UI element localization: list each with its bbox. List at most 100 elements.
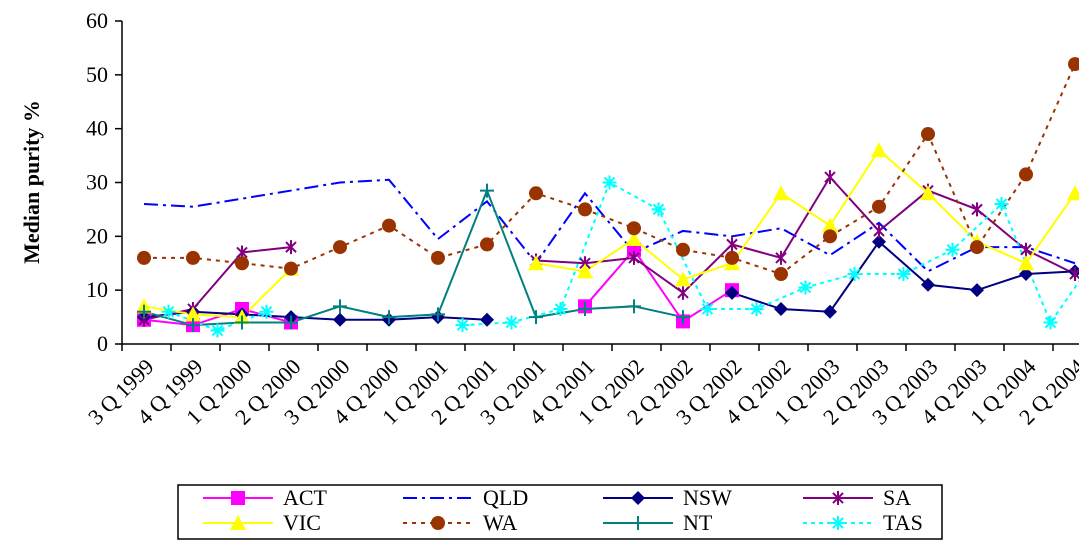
marker-wa bbox=[137, 250, 151, 265]
marker-sa bbox=[677, 285, 689, 300]
legend-marker-sa bbox=[832, 491, 844, 505]
marker-nsw bbox=[480, 312, 494, 327]
marker-tas bbox=[259, 304, 274, 319]
series-line-nsw bbox=[143, 310, 488, 321]
series-line-qld bbox=[143, 178, 1076, 273]
series-line-vic bbox=[535, 148, 1076, 281]
marker-wa bbox=[1068, 57, 1079, 72]
marker-sa bbox=[971, 202, 983, 217]
marker-nt bbox=[382, 310, 396, 325]
marker-tas bbox=[553, 302, 568, 317]
marker-vic bbox=[920, 185, 936, 201]
y-tick-label: 20 bbox=[86, 223, 108, 248]
y-tick-labels: 0 10 20 30 40 50 60 bbox=[86, 8, 108, 356]
marker-wa bbox=[725, 250, 739, 265]
series-line-sa bbox=[535, 175, 1076, 295]
marker-wa bbox=[235, 256, 249, 271]
marker-sa bbox=[824, 170, 836, 185]
marker-tas bbox=[700, 302, 715, 317]
marker-nt bbox=[676, 310, 690, 325]
series-line-wa bbox=[144, 63, 1076, 276]
marker-nt bbox=[186, 318, 200, 333]
marker-sa bbox=[285, 240, 297, 255]
marker-tas bbox=[455, 318, 470, 333]
series-markers bbox=[136, 57, 1079, 338]
marker-wa bbox=[774, 267, 788, 282]
marker-tas bbox=[161, 304, 176, 319]
marker-wa bbox=[480, 237, 494, 252]
marker-vic bbox=[871, 142, 887, 158]
series-line-nt bbox=[143, 187, 684, 327]
legend-label-vic: VIC bbox=[283, 510, 321, 535]
marker-nsw bbox=[725, 285, 739, 300]
y-tick-label: 30 bbox=[86, 170, 108, 195]
y-tick-label: 40 bbox=[86, 116, 108, 141]
marker-nsw bbox=[823, 304, 837, 319]
marker-wa bbox=[382, 218, 396, 233]
marker-nsw bbox=[774, 302, 788, 317]
marker-wa bbox=[529, 186, 543, 201]
marker-nsw bbox=[1019, 267, 1033, 282]
legend-marker-act bbox=[231, 491, 245, 505]
marker-tas bbox=[945, 242, 960, 257]
marker-nt bbox=[284, 315, 298, 330]
legend-label-qld: QLD bbox=[483, 485, 528, 510]
series-lines bbox=[143, 63, 1079, 332]
marker-wa bbox=[333, 240, 347, 255]
marker-vic bbox=[528, 255, 544, 271]
legend-label-nt: NT bbox=[683, 510, 713, 535]
marker-sa bbox=[628, 250, 640, 265]
marker-vic bbox=[577, 263, 593, 279]
marker-wa bbox=[431, 250, 445, 265]
legend-marker-nsw bbox=[631, 491, 645, 505]
marker-nt bbox=[529, 310, 543, 325]
marker-tas bbox=[651, 202, 666, 217]
axes bbox=[115, 20, 1079, 351]
marker-nt bbox=[627, 299, 641, 314]
legend-label-act: ACT bbox=[283, 485, 328, 510]
legend: ACT QLD NSW SA VIC WA NT TAS bbox=[177, 484, 943, 540]
marker-nsw bbox=[872, 234, 886, 249]
marker-nt bbox=[333, 299, 347, 314]
y-tick-label: 0 bbox=[97, 331, 108, 356]
marker-wa bbox=[284, 261, 298, 276]
marker-wa bbox=[676, 242, 690, 257]
legend-box bbox=[177, 484, 943, 540]
marker-sa bbox=[775, 250, 787, 265]
marker-vic bbox=[1067, 185, 1079, 201]
marker-nsw bbox=[970, 283, 984, 298]
marker-nsw bbox=[921, 277, 935, 292]
marker-tas bbox=[504, 315, 519, 330]
marker-wa bbox=[627, 221, 641, 236]
marker-vic bbox=[675, 271, 691, 287]
legend-marker-nt bbox=[631, 516, 645, 530]
marker-vic bbox=[626, 231, 642, 247]
legend-label-wa: WA bbox=[483, 510, 517, 535]
legend-marker-wa bbox=[431, 516, 445, 530]
marker-tas bbox=[994, 197, 1009, 212]
series-line-tas bbox=[462, 181, 1079, 327]
marker-wa bbox=[578, 202, 592, 217]
marker-wa bbox=[970, 240, 984, 255]
marker-sa bbox=[873, 223, 885, 238]
marker-nt bbox=[578, 302, 592, 317]
y-axis-title: Median purity % bbox=[19, 100, 44, 264]
y-tick-label: 10 bbox=[86, 277, 108, 302]
marker-vic bbox=[822, 217, 838, 233]
marker-nt bbox=[235, 315, 249, 330]
marker-tas bbox=[896, 267, 911, 282]
marker-tas bbox=[210, 323, 225, 338]
marker-tas bbox=[602, 175, 617, 190]
marker-tas bbox=[847, 267, 862, 282]
legend-label-sa: SA bbox=[883, 485, 911, 510]
marker-tas bbox=[1043, 315, 1058, 330]
marker-wa bbox=[1019, 167, 1033, 182]
marker-nt bbox=[480, 183, 494, 198]
marker-sa bbox=[1020, 242, 1032, 257]
marker-wa bbox=[823, 229, 837, 244]
legend-label-tas: TAS bbox=[883, 510, 923, 535]
legend-marker-tas bbox=[831, 516, 845, 530]
marker-tas bbox=[749, 302, 764, 317]
